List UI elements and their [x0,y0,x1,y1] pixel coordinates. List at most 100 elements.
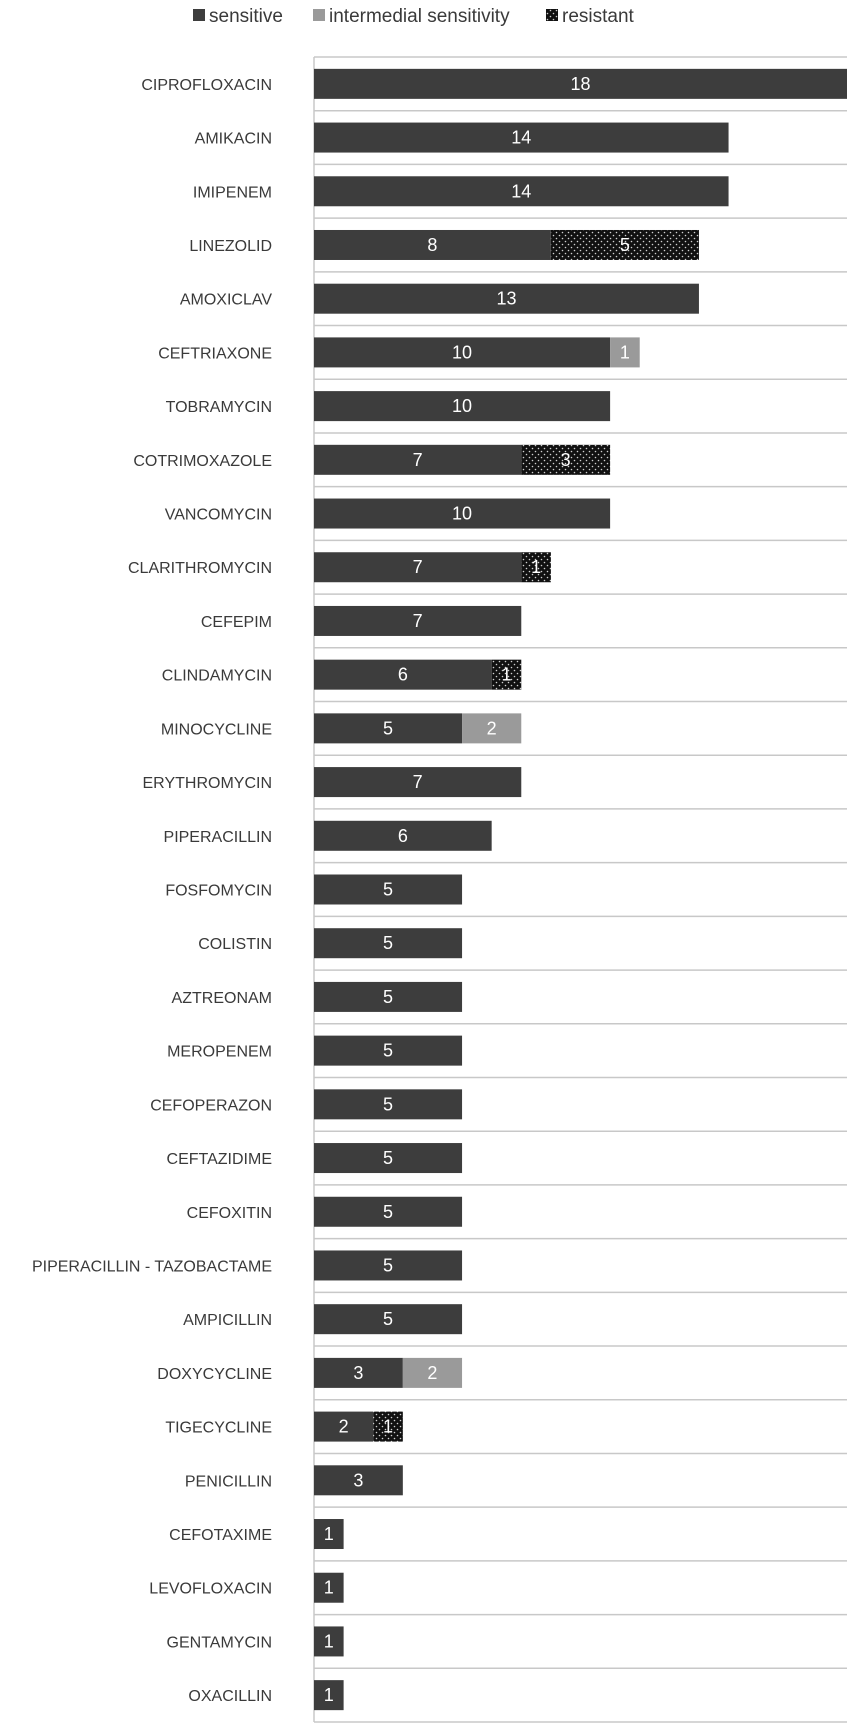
bar-intermedial-sensitivity [462,713,522,744]
bar-sensitive [314,1143,463,1174]
data-label: 7 [413,557,423,577]
category-label: FOSFOMYCIN [165,883,272,900]
data-label: 18 [570,74,590,94]
data-label: 5 [383,987,393,1007]
data-label: 6 [398,665,408,685]
category-label: MINOCYCLINE [161,721,272,738]
bar-sensitive [314,1196,463,1227]
category-label: COTRIMOXAZOLE [133,453,272,470]
data-label: 1 [324,1578,334,1598]
category-label: ERYTHROMYCIN [143,775,273,792]
data-label: 14 [511,128,531,148]
bar-sensitive [314,1680,344,1711]
legend-swatch-intermedial-sensitivity [313,9,325,21]
category-label: LEVOFLOXACIN [149,1581,272,1598]
legend-label-resistant: resistant [562,6,635,27]
data-label: 7 [413,450,423,470]
bar-intermedial-sensitivity [610,337,640,368]
data-label: 3 [353,1470,363,1490]
category-label: TOBRAMYCIN [166,399,272,416]
bar-sensitive [314,820,492,851]
data-label: 6 [398,826,408,846]
bar-sensitive [314,122,729,153]
bar-sensitive [314,176,729,207]
bar-sensitive [314,1519,344,1550]
category-label: VANCOMYCIN [165,507,272,524]
data-label: 10 [452,342,472,362]
bar-sensitive [314,928,463,959]
category-label: GENTAMYCIN [167,1634,272,1651]
data-label: 2 [487,718,497,738]
data-label: 3 [561,450,571,470]
category-label: CEFTRIAXONE [158,345,272,362]
bar-resistant [373,1411,403,1442]
data-label: 1 [324,1685,334,1705]
gridlines [313,56,847,1723]
data-label: 1 [324,1631,334,1651]
bar-sensitive [314,229,551,260]
data-label: 5 [620,235,630,255]
category-label: AMOXICLAV [180,292,273,309]
data-label: 7 [413,772,423,792]
category-label: PIPERACILLIN [164,829,272,846]
data-label: 5 [383,933,393,953]
data-label: 7 [413,611,423,631]
category-label: AMIKACIN [195,131,272,148]
data-label: 1 [501,665,511,685]
bar-sensitive [314,552,522,583]
bar-sensitive [314,713,463,744]
bar-sensitive [314,1626,344,1657]
bar-sensitive [314,444,522,475]
category-label: OXACILLIN [188,1688,272,1705]
category-label: COLISTIN [198,936,272,953]
legend-label-sensitive: sensitive [209,6,283,27]
bar-sensitive [314,1572,344,1603]
bar-resistant [550,229,699,260]
bar-sensitive [314,337,611,368]
data-label: 5 [383,1202,393,1222]
data-label: 1 [620,342,630,362]
category-label: CLARITHROMYCIN [128,560,272,577]
data-label: 2 [339,1417,349,1437]
bar-sensitive [314,1411,374,1442]
data-label: 5 [383,1255,393,1275]
category-label: CIPROFLOXACIN [141,77,272,94]
bar-sensitive [314,1465,403,1496]
data-label: 1 [383,1417,393,1437]
bar-intermedial-sensitivity [402,1357,463,1388]
bars [314,68,847,1711]
data-label: 1 [531,557,541,577]
legend-swatch-resistant [546,9,558,21]
bar-sensitive [314,659,492,690]
category-label: LINEZOLID [189,238,272,255]
bar-sensitive [314,498,611,529]
category-labels: CIPROFLOXACIN AMIKACIN IMIPENEM LINEZOLID AM… [32,77,272,1705]
bar-resistant [521,552,551,583]
category-label: IMIPENEM [193,184,272,201]
category-label: AZTREONAM [172,990,272,1007]
data-label: 5 [383,1094,393,1114]
category-label: MEROPENEM [167,1044,272,1061]
data-label: 3 [353,1363,363,1383]
bar-sensitive [314,391,611,422]
data-label: 5 [383,718,393,738]
bar-sensitive [314,874,463,905]
data-label: 13 [496,289,516,309]
legend-label-intermedial-sensitivity: intermedial sensitivity [329,6,510,27]
category-label: TIGECYCLINE [165,1420,272,1437]
legend-swatch-sensitive [193,9,205,21]
data-label: 5 [383,1148,393,1168]
data-label: 2 [427,1363,437,1383]
category-label: PIPERACILLIN - TAZOBACTAME [32,1258,272,1275]
data-label: 5 [383,880,393,900]
bar-resistant [491,659,522,690]
category-label: CLINDAMYCIN [162,668,272,685]
bar-sensitive [314,605,522,636]
category-label: CEFEPIM [201,614,272,631]
category-label: PENICILLIN [185,1473,272,1490]
data-label: 5 [383,1309,393,1329]
bar-sensitive [314,981,463,1012]
bar-sensitive [314,1357,403,1388]
legend: sensitive intermedial sensitivity resistan… [193,6,635,27]
